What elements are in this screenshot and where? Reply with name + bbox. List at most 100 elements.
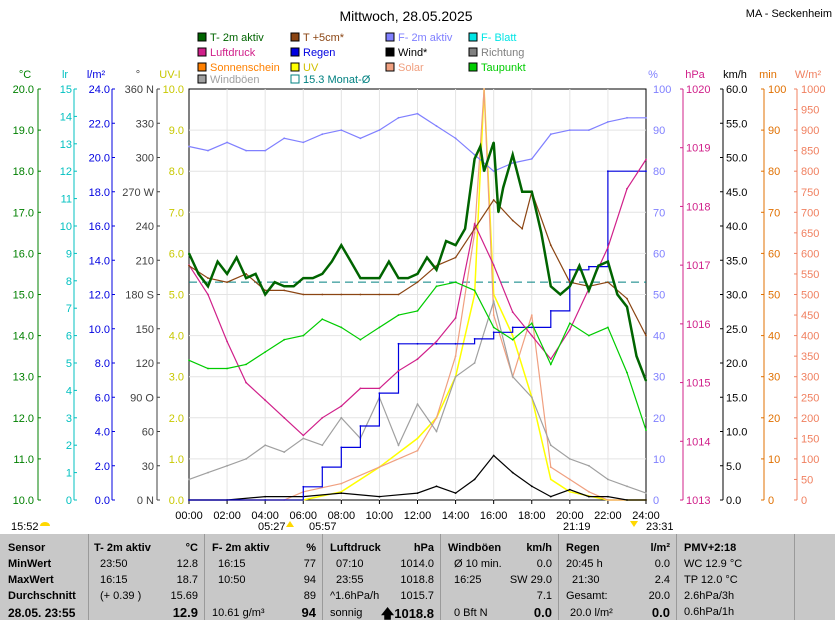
tick-wet-14: 14 bbox=[60, 111, 72, 123]
tick-temp-5: 15.0 bbox=[13, 290, 34, 302]
tick-solar-4: 200 bbox=[801, 413, 819, 425]
tick-press-0: 1013 bbox=[686, 495, 710, 507]
data-point bbox=[454, 256, 457, 259]
sunset-arrow-icon bbox=[630, 521, 638, 527]
stats-col-hum: F- 2m aktiv % 16:15 77 10:50 94 89 10.61… bbox=[204, 534, 323, 620]
stats-col-pmv: PMV+2:18 WC 12.9 °C TP 12.0 °C 2.6hPa/3h… bbox=[676, 534, 795, 620]
time-label-12: 24:00 bbox=[632, 510, 660, 522]
tick-solar-13: 650 bbox=[801, 228, 819, 240]
data-point bbox=[378, 293, 381, 296]
data-point bbox=[530, 334, 533, 337]
tick-solar-9: 450 bbox=[801, 310, 819, 322]
data-point bbox=[340, 326, 343, 329]
time-label-4: 08:00 bbox=[328, 510, 356, 522]
press-state: sonnig bbox=[330, 607, 363, 619]
hum-min-val: 77 bbox=[303, 558, 316, 570]
tick-temp-7: 17.0 bbox=[13, 207, 34, 219]
data-point bbox=[454, 244, 457, 247]
time-sunset: 21:19 bbox=[563, 521, 591, 533]
data-point bbox=[454, 342, 457, 345]
data-point bbox=[340, 490, 343, 493]
data-point bbox=[273, 281, 276, 284]
trend-up-icon: 🡅 bbox=[380, 606, 395, 621]
legend-label-9: UV bbox=[303, 62, 319, 74]
tick-rain-5: 10.0 bbox=[89, 324, 110, 336]
unit-hum: % bbox=[648, 69, 658, 81]
series-taupunkt bbox=[188, 281, 647, 431]
data-point bbox=[492, 314, 495, 316]
legend-label-5: Regen bbox=[303, 47, 335, 59]
tick-temp-10: 20.0 bbox=[13, 84, 34, 96]
data-point bbox=[511, 311, 514, 313]
data-point bbox=[568, 458, 571, 460]
data-point bbox=[283, 137, 286, 140]
series-f-2m-aktiv bbox=[188, 112, 647, 173]
legend-label-10: Solar bbox=[398, 62, 424, 74]
unit-wind: km/h bbox=[723, 69, 747, 81]
stats-col-rain: Regen l/m² 20:45 h 0.0 21:30 2.4 Gesamt:… bbox=[558, 534, 677, 620]
data-point bbox=[283, 451, 286, 453]
tick-dir-7: 210 bbox=[136, 255, 154, 267]
tick-hum-1: 10 bbox=[653, 454, 665, 466]
temp-min-val: 12.8 bbox=[176, 558, 198, 570]
tick-rain-4: 8.0 bbox=[95, 358, 110, 370]
tick-wind-1: 5.0 bbox=[726, 461, 741, 473]
data-point bbox=[492, 331, 495, 334]
tick-solar-6: 300 bbox=[801, 372, 819, 384]
data-point bbox=[588, 464, 590, 467]
data-point bbox=[188, 145, 190, 148]
data-point bbox=[645, 429, 647, 431]
data-point bbox=[397, 293, 400, 296]
data-point bbox=[369, 277, 371, 279]
data-point bbox=[483, 170, 485, 173]
data-point bbox=[264, 499, 267, 501]
tick-temp-9: 19.0 bbox=[13, 125, 34, 137]
tick-wet-9: 9 bbox=[66, 248, 72, 260]
tick-wet-5: 5 bbox=[66, 358, 72, 370]
tick-dir-9: 270 W bbox=[122, 187, 154, 199]
series-t-2m-aktiv bbox=[187, 141, 648, 382]
tick-wind-5: 25.0 bbox=[726, 324, 747, 336]
data-point bbox=[568, 285, 571, 288]
time-label-7: 14:00 bbox=[442, 510, 470, 522]
legend-label-13: 15.3 Monat-Ø bbox=[303, 74, 371, 86]
max-label: MaxWert bbox=[8, 574, 54, 586]
data-point bbox=[473, 158, 476, 160]
time-label-11: 22:00 bbox=[594, 510, 622, 522]
tick-rain-1: 2.0 bbox=[95, 461, 110, 473]
data-point bbox=[645, 334, 647, 337]
tick-uv-7: 7.0 bbox=[169, 207, 184, 219]
data-point bbox=[197, 273, 200, 275]
data-point bbox=[435, 340, 438, 343]
press-avg: 1015.7 bbox=[400, 590, 434, 602]
tick-wet-13: 13 bbox=[60, 139, 72, 151]
tick-hum-2: 20 bbox=[653, 413, 665, 425]
data-point bbox=[359, 293, 362, 296]
unit-rain: l/m² bbox=[87, 69, 106, 81]
data-point bbox=[235, 256, 238, 259]
tick-temp-0: 10.0 bbox=[13, 495, 34, 507]
tick-press-2: 1015 bbox=[686, 378, 710, 390]
time-sunrise2: 05:57 bbox=[309, 521, 337, 533]
data-point bbox=[264, 351, 267, 353]
data-point bbox=[245, 363, 248, 366]
station-name: MA - Seckenheim bbox=[746, 8, 832, 20]
data-point bbox=[340, 482, 343, 485]
data-point bbox=[559, 293, 562, 296]
wind-avg10-label: Ø 10 min. bbox=[454, 558, 502, 570]
legend-label-2: F- 2m aktiv bbox=[398, 32, 453, 44]
data-point bbox=[626, 485, 628, 488]
data-point bbox=[511, 153, 514, 156]
legend-swatch-10 bbox=[385, 62, 395, 72]
data-point bbox=[521, 190, 524, 193]
tick-wet-10: 10 bbox=[60, 221, 72, 233]
stats-col-press: Luftdruck hPa 07:10 1014.0 23:55 1018.8 … bbox=[322, 534, 441, 621]
data-point bbox=[207, 277, 209, 279]
data-point bbox=[588, 495, 590, 498]
temp-max-time: 16:15 bbox=[100, 574, 128, 586]
legend-label-3: F- Blatt bbox=[481, 32, 516, 44]
legend-swatch-9 bbox=[290, 62, 300, 72]
time-label-9: 18:00 bbox=[518, 510, 546, 522]
tick-dir-0: 0 N bbox=[137, 495, 154, 507]
data-point bbox=[416, 310, 419, 312]
